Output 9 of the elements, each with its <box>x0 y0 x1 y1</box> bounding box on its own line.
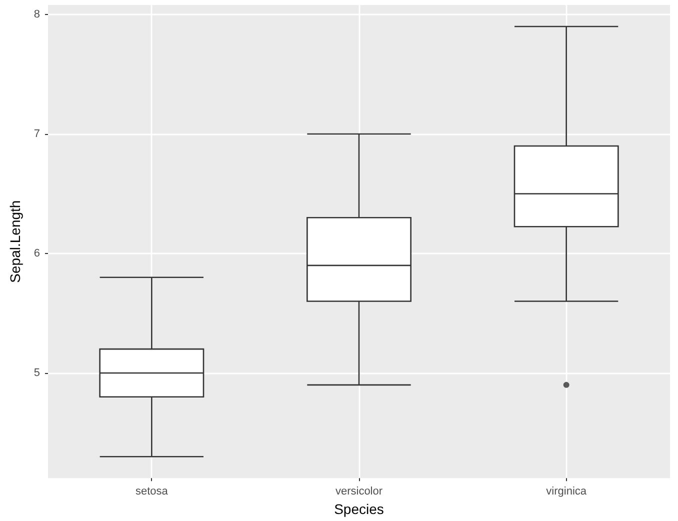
x-tick-label: setosa <box>135 486 169 498</box>
y-tick-label: 6 <box>34 247 40 260</box>
x-tick-label: versicolor <box>335 486 383 498</box>
y-tick-label: 7 <box>34 128 40 140</box>
x-axis-title: Species <box>334 501 384 517</box>
y-tick-label: 8 <box>34 8 40 21</box>
y-axis-title: Sepal.Length <box>7 200 23 283</box>
y-tick-label: 5 <box>34 366 40 379</box>
x-tick-label: virginica <box>546 486 588 498</box>
